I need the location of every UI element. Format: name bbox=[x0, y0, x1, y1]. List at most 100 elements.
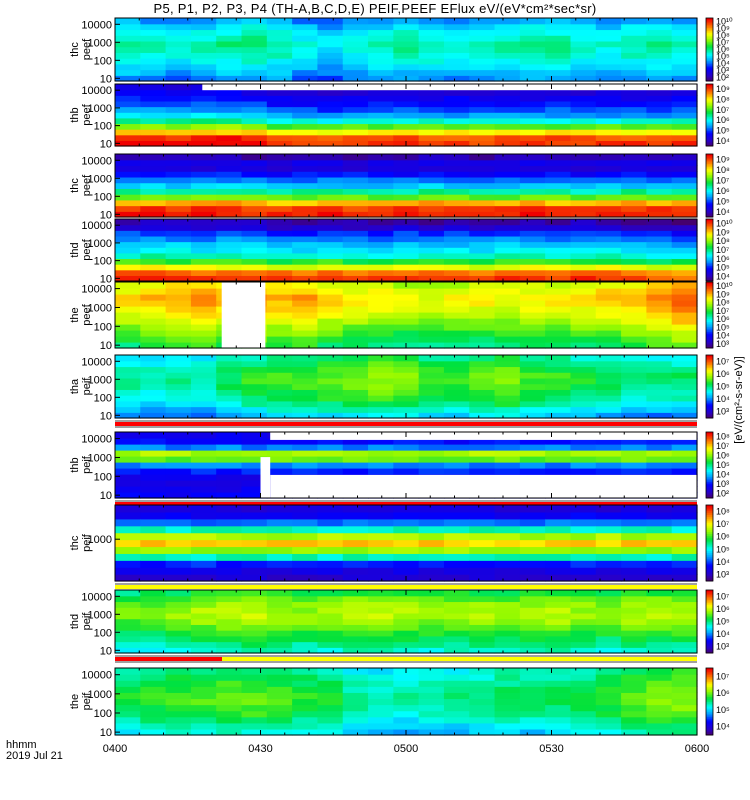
heatmap-cell bbox=[671, 182, 698, 189]
colorbar-segment bbox=[706, 634, 713, 637]
colorbar-segment bbox=[706, 204, 713, 207]
heatmap-cell bbox=[266, 199, 293, 207]
heatmap-cell bbox=[545, 389, 572, 396]
heatmap-cell bbox=[216, 680, 243, 687]
heatmap-cell bbox=[140, 224, 167, 231]
heatmap-cell bbox=[494, 722, 521, 730]
heatmap-cell bbox=[140, 406, 167, 413]
heatmap-cell bbox=[671, 383, 698, 390]
heatmap-cell bbox=[190, 247, 217, 254]
colorbar-segment bbox=[706, 599, 713, 602]
heatmap-cell bbox=[216, 383, 243, 390]
colorbar-segment bbox=[706, 226, 713, 229]
heatmap-cell bbox=[519, 188, 546, 195]
heatmap-cell bbox=[115, 612, 141, 620]
heatmap-cell bbox=[570, 95, 597, 102]
colorbar-segment bbox=[706, 362, 713, 365]
heatmap-cell bbox=[165, 567, 192, 575]
heatmap-cell bbox=[443, 306, 470, 313]
colorbar-segment bbox=[706, 73, 713, 76]
heatmap-cell bbox=[621, 612, 647, 620]
heatmap-cell bbox=[545, 69, 572, 76]
heatmap-cell bbox=[519, 123, 546, 130]
colorbar-segment bbox=[706, 213, 713, 216]
heatmap-cell bbox=[317, 194, 344, 201]
heatmap-cell bbox=[646, 29, 673, 36]
heatmap-cell bbox=[519, 686, 546, 693]
heatmap-cell bbox=[646, 553, 673, 561]
heatmap-cell bbox=[216, 46, 243, 53]
heatmap-cell bbox=[190, 647, 217, 654]
heatmap-cell bbox=[342, 674, 369, 681]
heatmap-cell bbox=[342, 117, 369, 125]
heatmap-cell bbox=[115, 595, 141, 603]
colorbar-segment bbox=[706, 190, 713, 193]
heatmap-cell bbox=[595, 252, 622, 260]
heatmap-cell bbox=[216, 505, 243, 513]
heatmap-cell bbox=[241, 686, 268, 693]
colorbar-segment bbox=[706, 245, 713, 248]
heatmap-cell bbox=[494, 728, 521, 736]
heatmap-cell bbox=[519, 306, 546, 313]
heatmap-cell bbox=[368, 560, 394, 568]
heatmap-cell bbox=[393, 89, 420, 96]
heatmap-cell bbox=[646, 100, 673, 108]
heatmap-cell bbox=[292, 112, 319, 119]
heatmap-cell bbox=[165, 211, 192, 218]
heatmap-cell bbox=[443, 716, 470, 724]
heatmap-cell bbox=[393, 686, 420, 693]
heatmap-cell bbox=[570, 630, 597, 637]
heatmap-cell bbox=[216, 450, 243, 457]
colorbar-segment bbox=[706, 288, 713, 291]
colorbar-segment bbox=[706, 282, 713, 285]
colorbar-segment bbox=[706, 40, 713, 43]
heatmap-cell bbox=[241, 366, 268, 373]
heatmap-cell bbox=[443, 525, 470, 534]
heatmap-cell bbox=[342, 511, 369, 520]
heatmap-cell bbox=[190, 40, 217, 48]
heatmap-cell bbox=[216, 474, 243, 481]
heatmap-cell bbox=[621, 468, 647, 475]
heatmap-cell bbox=[519, 412, 546, 419]
heatmap-cell bbox=[621, 52, 647, 59]
heatmap-cell bbox=[570, 140, 597, 147]
heatmap-cell bbox=[140, 171, 167, 178]
heatmap-cell bbox=[494, 539, 521, 548]
heatmap-cell bbox=[165, 230, 192, 237]
heatmap-cell bbox=[646, 247, 673, 254]
heatmap-cell bbox=[570, 324, 597, 331]
colorbar-segment bbox=[706, 445, 713, 448]
heatmap-cell bbox=[570, 728, 597, 736]
colorbar-segment bbox=[706, 339, 713, 342]
heatmap-cell bbox=[418, 205, 445, 212]
heatmap-cell bbox=[241, 553, 268, 561]
heatmap-cell bbox=[443, 728, 470, 736]
colorbar-segment bbox=[706, 172, 713, 175]
heatmap-cell bbox=[469, 294, 496, 301]
heatmap-cell bbox=[317, 29, 344, 36]
heatmap-cell bbox=[368, 525, 394, 534]
heatmap-cell bbox=[266, 330, 293, 337]
heatmap-cell bbox=[393, 366, 420, 373]
colorbar-segment bbox=[706, 35, 713, 38]
colorbar-segment bbox=[706, 313, 713, 316]
heatmap-cell bbox=[469, 624, 496, 631]
heatmap-cell bbox=[519, 618, 546, 625]
heatmap-cell bbox=[443, 69, 470, 76]
colorbar-segment bbox=[706, 544, 713, 548]
heatmap-cell bbox=[165, 300, 192, 307]
heatmap-cell bbox=[115, 300, 141, 307]
flag-bar bbox=[115, 657, 222, 661]
heatmap-cell bbox=[469, 306, 496, 313]
colorbar-segment bbox=[706, 361, 713, 364]
heatmap-cell bbox=[519, 63, 546, 71]
heatmap-cell bbox=[292, 456, 319, 463]
heatmap-cell bbox=[368, 641, 394, 648]
heatmap-cell bbox=[241, 607, 268, 614]
heatmap-cell bbox=[216, 560, 243, 568]
heatmap-cell bbox=[469, 75, 496, 82]
heatmap-cell bbox=[241, 462, 268, 469]
heatmap-cell bbox=[646, 264, 673, 271]
heatmap-cell bbox=[216, 52, 243, 59]
heatmap-cell bbox=[241, 624, 268, 631]
